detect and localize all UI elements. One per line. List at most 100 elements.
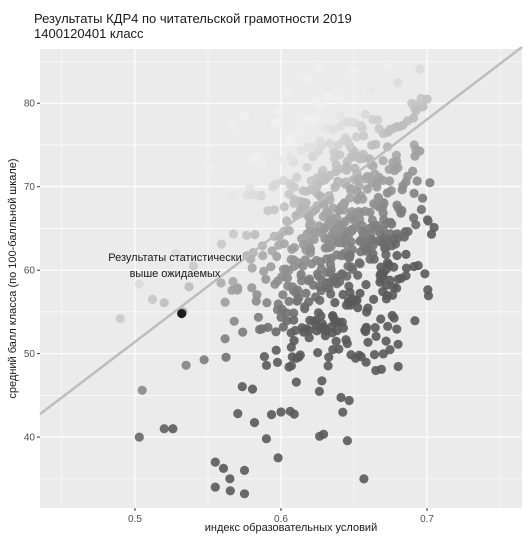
data-point <box>349 216 360 226</box>
data-point <box>315 431 325 441</box>
data-point <box>378 287 388 297</box>
data-point <box>315 295 325 305</box>
data-point <box>304 333 314 343</box>
data-point <box>301 113 312 123</box>
data-point <box>339 198 350 208</box>
data-point <box>376 262 386 272</box>
data-point <box>306 127 316 137</box>
data-point <box>225 486 235 496</box>
data-point <box>229 316 239 326</box>
data-point <box>360 206 370 216</box>
data-point <box>423 285 433 295</box>
y-tick-label: 80 <box>24 99 36 110</box>
data-point <box>374 124 384 134</box>
data-point <box>383 62 393 72</box>
data-point <box>317 376 327 386</box>
data-point <box>418 193 428 203</box>
data-point <box>284 189 294 199</box>
data-point <box>420 269 430 279</box>
data-point <box>300 302 310 312</box>
y-tick-label: 40 <box>24 433 36 444</box>
data-point <box>370 323 380 333</box>
data-point <box>278 322 288 332</box>
data-point <box>227 285 237 295</box>
y-tick-label: 50 <box>24 349 36 360</box>
data-point <box>225 474 235 484</box>
data-point <box>303 142 313 152</box>
data-point <box>184 282 194 292</box>
data-point <box>312 62 323 72</box>
data-point <box>259 352 269 362</box>
data-point <box>319 172 329 182</box>
data-point <box>295 350 305 360</box>
data-point <box>292 172 302 182</box>
data-point <box>385 275 395 285</box>
data-point <box>313 269 323 279</box>
data-point <box>199 355 209 365</box>
data-point <box>365 172 375 182</box>
data-point <box>361 324 371 334</box>
data-point <box>216 278 226 288</box>
data-point <box>302 72 312 82</box>
data-point <box>312 95 322 105</box>
data-point <box>356 191 366 201</box>
data-point <box>350 151 361 161</box>
data-point <box>409 188 419 198</box>
data-point <box>396 273 406 283</box>
data-point <box>342 436 352 446</box>
data-point <box>228 229 238 239</box>
data-point <box>285 152 296 162</box>
data-point <box>328 345 338 355</box>
data-point <box>400 227 410 237</box>
data-point <box>239 465 250 475</box>
data-point <box>257 324 267 334</box>
data-point <box>247 263 257 273</box>
data-point <box>247 384 258 394</box>
data-point <box>389 123 399 133</box>
data-point <box>274 107 284 117</box>
data-point <box>159 298 169 308</box>
data-point <box>379 239 390 249</box>
data-point <box>229 190 239 200</box>
data-point <box>291 377 301 387</box>
data-point <box>387 310 397 321</box>
data-point <box>338 289 348 300</box>
data-point <box>341 300 352 310</box>
data-point <box>261 274 271 284</box>
data-point <box>378 175 388 185</box>
data-point <box>383 321 393 331</box>
data-point <box>137 385 147 395</box>
data-point <box>287 352 297 362</box>
x-axis-title: индекс образовательных условий <box>205 522 377 534</box>
data-point <box>333 140 343 150</box>
data-point <box>263 206 273 216</box>
data-point <box>355 288 365 298</box>
data-point <box>358 236 368 246</box>
data-point <box>296 145 306 155</box>
data-point <box>253 312 263 322</box>
data-point <box>301 288 311 298</box>
data-point <box>344 395 354 406</box>
data-point <box>247 283 257 293</box>
data-point <box>346 350 356 360</box>
data-point <box>296 204 306 214</box>
data-point <box>323 361 333 371</box>
data-point <box>271 327 281 337</box>
data-point <box>331 336 341 346</box>
data-point <box>134 432 144 442</box>
data-point <box>366 86 376 96</box>
data-point <box>368 241 378 251</box>
data-point <box>348 224 358 234</box>
data-point <box>412 176 422 186</box>
data-point <box>393 163 403 173</box>
data-point <box>294 293 304 303</box>
data-point <box>314 122 324 132</box>
data-point <box>302 162 312 172</box>
annotation-line-1: Результаты статистически <box>108 252 241 264</box>
data-point <box>409 113 419 123</box>
data-point <box>334 94 344 104</box>
data-point <box>378 271 388 281</box>
data-point <box>248 190 259 200</box>
data-point <box>238 327 248 337</box>
